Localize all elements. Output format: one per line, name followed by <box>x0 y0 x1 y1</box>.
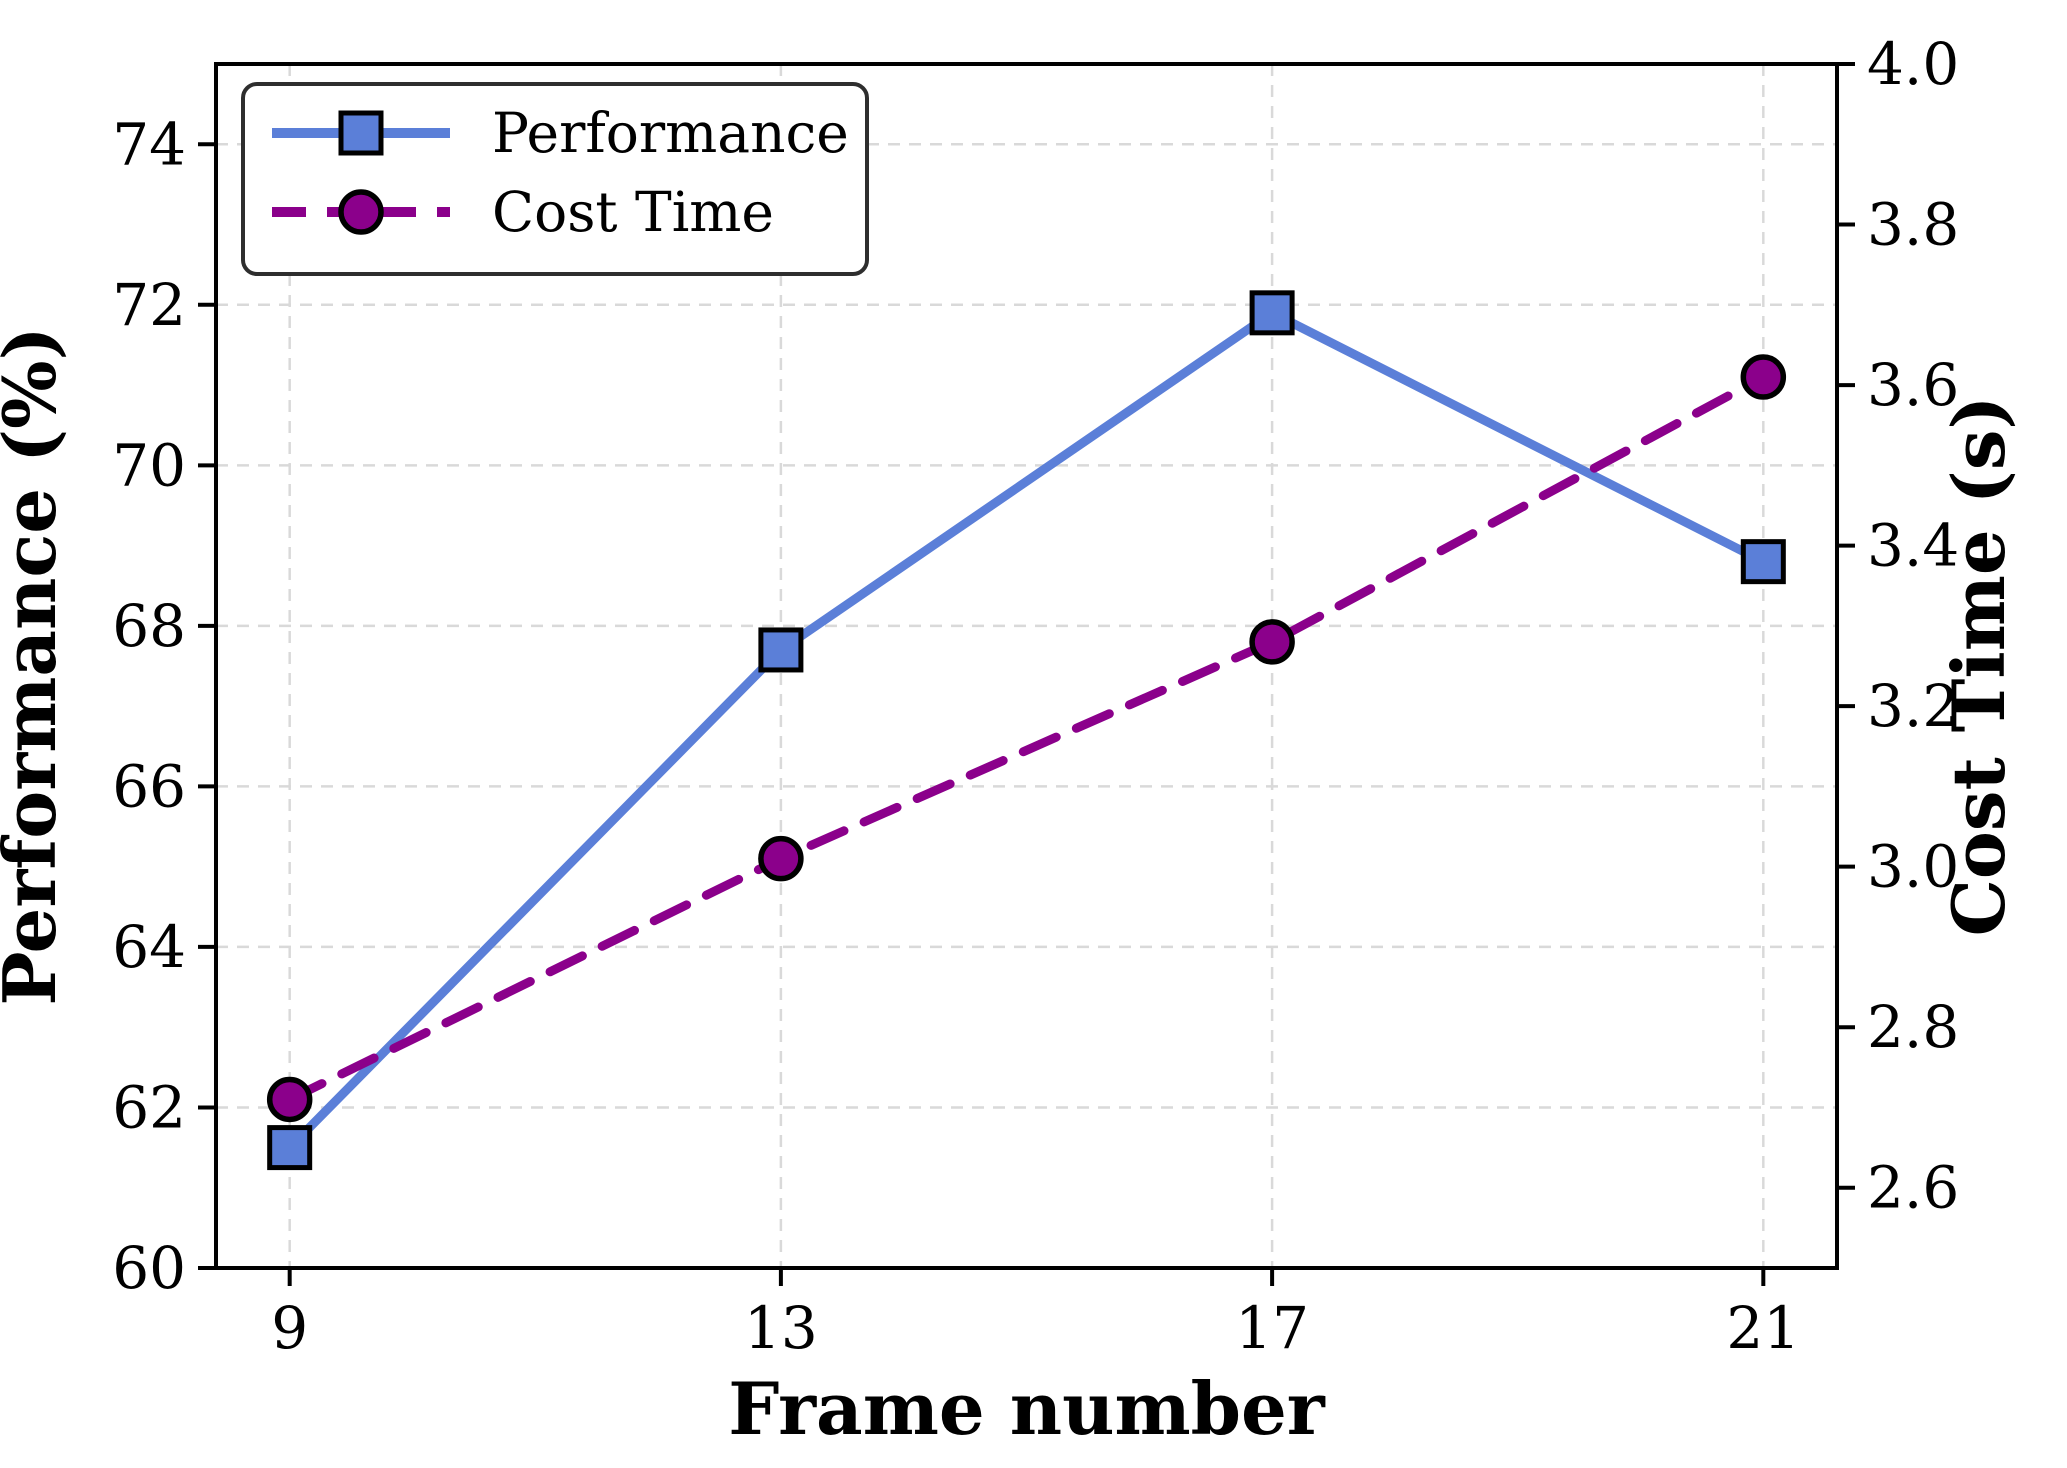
left-axis-tick-label: 60 <box>112 1234 186 1302</box>
cost-time-line <box>285 372 1768 1104</box>
cost-time-marker <box>1740 354 1787 400</box>
legend-performance-label: Performance <box>492 101 849 165</box>
tick-marks <box>198 62 1855 1286</box>
x-axis-tick-label: 17 <box>1235 1294 1309 1362</box>
right-axis-tick-label: 3.4 <box>1867 512 1959 580</box>
right-axis-tick-label: 3.0 <box>1867 833 1959 901</box>
left-axis-tick-label: 68 <box>112 592 186 660</box>
x-axis-title: Frame number <box>728 1366 1326 1451</box>
x-axis-tick-label: 21 <box>1726 1294 1800 1362</box>
left-axis-title: Performance (%) <box>0 326 72 1005</box>
legend-performance-marker <box>338 110 384 156</box>
left-axis-tick-label: 64 <box>112 913 186 981</box>
left-axis-tick-label: 66 <box>112 752 186 820</box>
legend-cost-time-label: Cost Time <box>492 180 774 244</box>
legend: Performance Cost Time <box>241 82 869 276</box>
left-axis-tick-label: 70 <box>112 431 186 499</box>
performance-marker <box>1740 539 1786 585</box>
cost-time-markers <box>266 354 1787 1123</box>
right-axis-title: Cost Time (s) <box>1936 396 2021 937</box>
performance-line <box>285 308 1768 1153</box>
left-axis-tick-label: 74 <box>112 110 186 178</box>
x-axis-tick-label: 9 <box>271 1294 308 1362</box>
left-axis-tick-label: 72 <box>112 271 186 339</box>
cost-time-marker <box>266 1076 313 1123</box>
cost-time-marker <box>758 835 804 882</box>
right-axis-tick-label: 2.8 <box>1867 993 1959 1061</box>
performance-marker <box>758 627 804 673</box>
plot-border <box>214 62 1839 1270</box>
legend-cost-time-marker <box>338 189 384 235</box>
right-axis-tick-label: 3.8 <box>1867 191 1959 259</box>
x-axis-tick-label: 13 <box>744 1294 818 1362</box>
right-axis-tick-label: 3.2 <box>1867 672 1959 740</box>
performance-marker <box>267 1125 313 1171</box>
left-axis-tick-label: 62 <box>112 1073 186 1141</box>
performance-markers <box>267 290 1786 1171</box>
right-axis-tick-label: 2.6 <box>1867 1154 1959 1222</box>
cost-time-marker <box>1249 619 1295 665</box>
performance-marker <box>1249 290 1295 336</box>
right-axis-tick-label: 4.0 <box>1867 30 1959 98</box>
right-axis-tick-label: 3.6 <box>1867 351 1959 419</box>
